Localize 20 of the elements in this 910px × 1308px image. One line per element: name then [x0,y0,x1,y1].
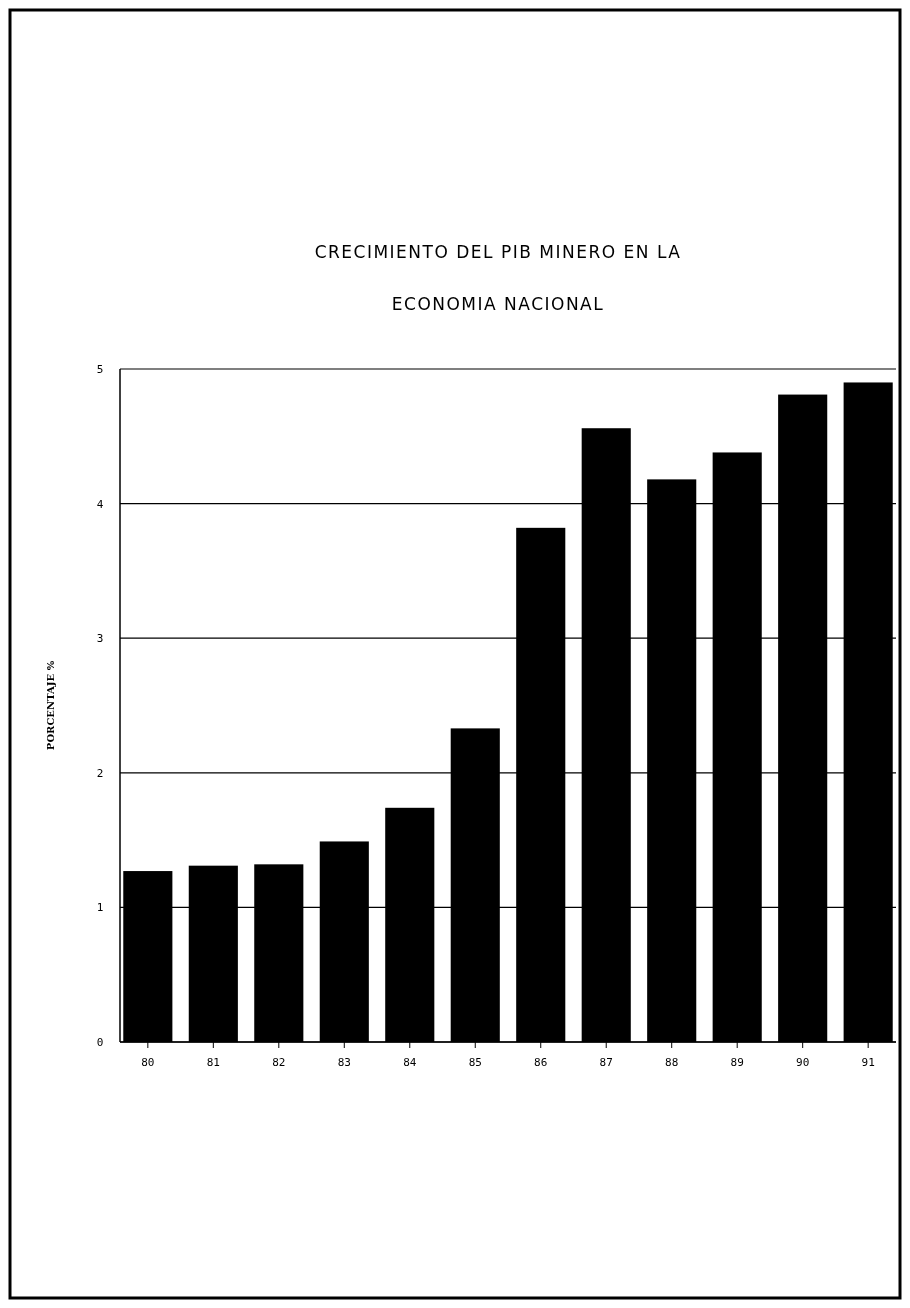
y-tick-label: 3 [96,632,104,646]
x-tick-label: 83 [337,1056,351,1069]
y-tick-label: 5 [96,363,104,376]
x-tick-label: 87 [599,1056,613,1069]
y-tick-label: 2 [96,766,104,780]
y-tick-label: 1 [96,901,104,915]
x-tick-label: 86 [534,1056,548,1069]
x-tick-label: 91 [861,1056,875,1069]
y-axis-title: PORCENTAJE % [45,660,56,751]
y-tick-label: 4 [96,497,104,511]
x-tick-label: 81 [206,1056,220,1069]
x-tick-label: 90 [796,1056,810,1069]
x-tick-label: 82 [272,1056,286,1069]
x-tick-label: 88 [665,1056,679,1069]
y-tick-label: 0 [96,1036,104,1049]
x-tick-label: 84 [403,1056,417,1069]
x-tick-label: 85 [468,1056,482,1069]
x-tick-label: 89 [730,1056,744,1069]
x-tick-label: 80 [141,1056,155,1069]
chart-title: CRECIMIENTO DEL PIB MINERO EN LA ECONOMIA NACIONAL [314,242,682,314]
